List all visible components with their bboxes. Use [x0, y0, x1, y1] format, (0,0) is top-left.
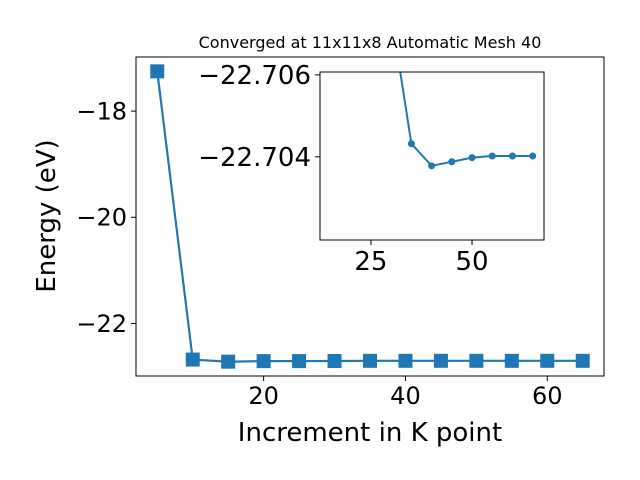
marker: [428, 162, 436, 170]
marker: [529, 152, 537, 160]
plot-data: [150, 64, 590, 369]
marker: [327, 354, 342, 369]
marker: [468, 154, 476, 162]
x-tick-label: 60: [532, 382, 563, 410]
marker: [292, 354, 307, 369]
axes-frame: [319, 71, 545, 241]
y-tick-label: −22.706: [198, 61, 311, 91]
x-tick-label: 40: [390, 382, 421, 410]
marker: [256, 354, 271, 369]
marker: [504, 353, 519, 368]
y-tick-label: −18: [76, 98, 127, 126]
marker: [469, 353, 484, 368]
chart-title: Converged at 11x11x8 Automatic Mesh 40: [199, 33, 542, 52]
y-axis-label: Energy (eV): [32, 139, 62, 292]
y-tick-label: −22.704: [198, 143, 311, 173]
plot-data: [399, 72, 537, 170]
marker: [448, 158, 456, 166]
marker: [363, 353, 377, 368]
marker: [185, 352, 200, 367]
x-tick-label: 50: [455, 247, 488, 277]
marker: [488, 152, 496, 160]
x-axis-label: Increment in K point: [238, 418, 502, 448]
marker: [398, 353, 413, 368]
x-tick-label: 25: [354, 247, 387, 277]
marker: [508, 152, 516, 160]
marker: [433, 353, 448, 368]
y-tick-label: −20: [76, 204, 127, 232]
marker: [575, 353, 590, 368]
y-tick-label: −22: [76, 310, 127, 338]
marker: [540, 353, 555, 368]
marker: [221, 354, 236, 369]
x-tick-label: 20: [248, 382, 279, 410]
marker: [407, 140, 415, 148]
axes-frame: [135, 56, 605, 377]
marker: [150, 64, 165, 79]
